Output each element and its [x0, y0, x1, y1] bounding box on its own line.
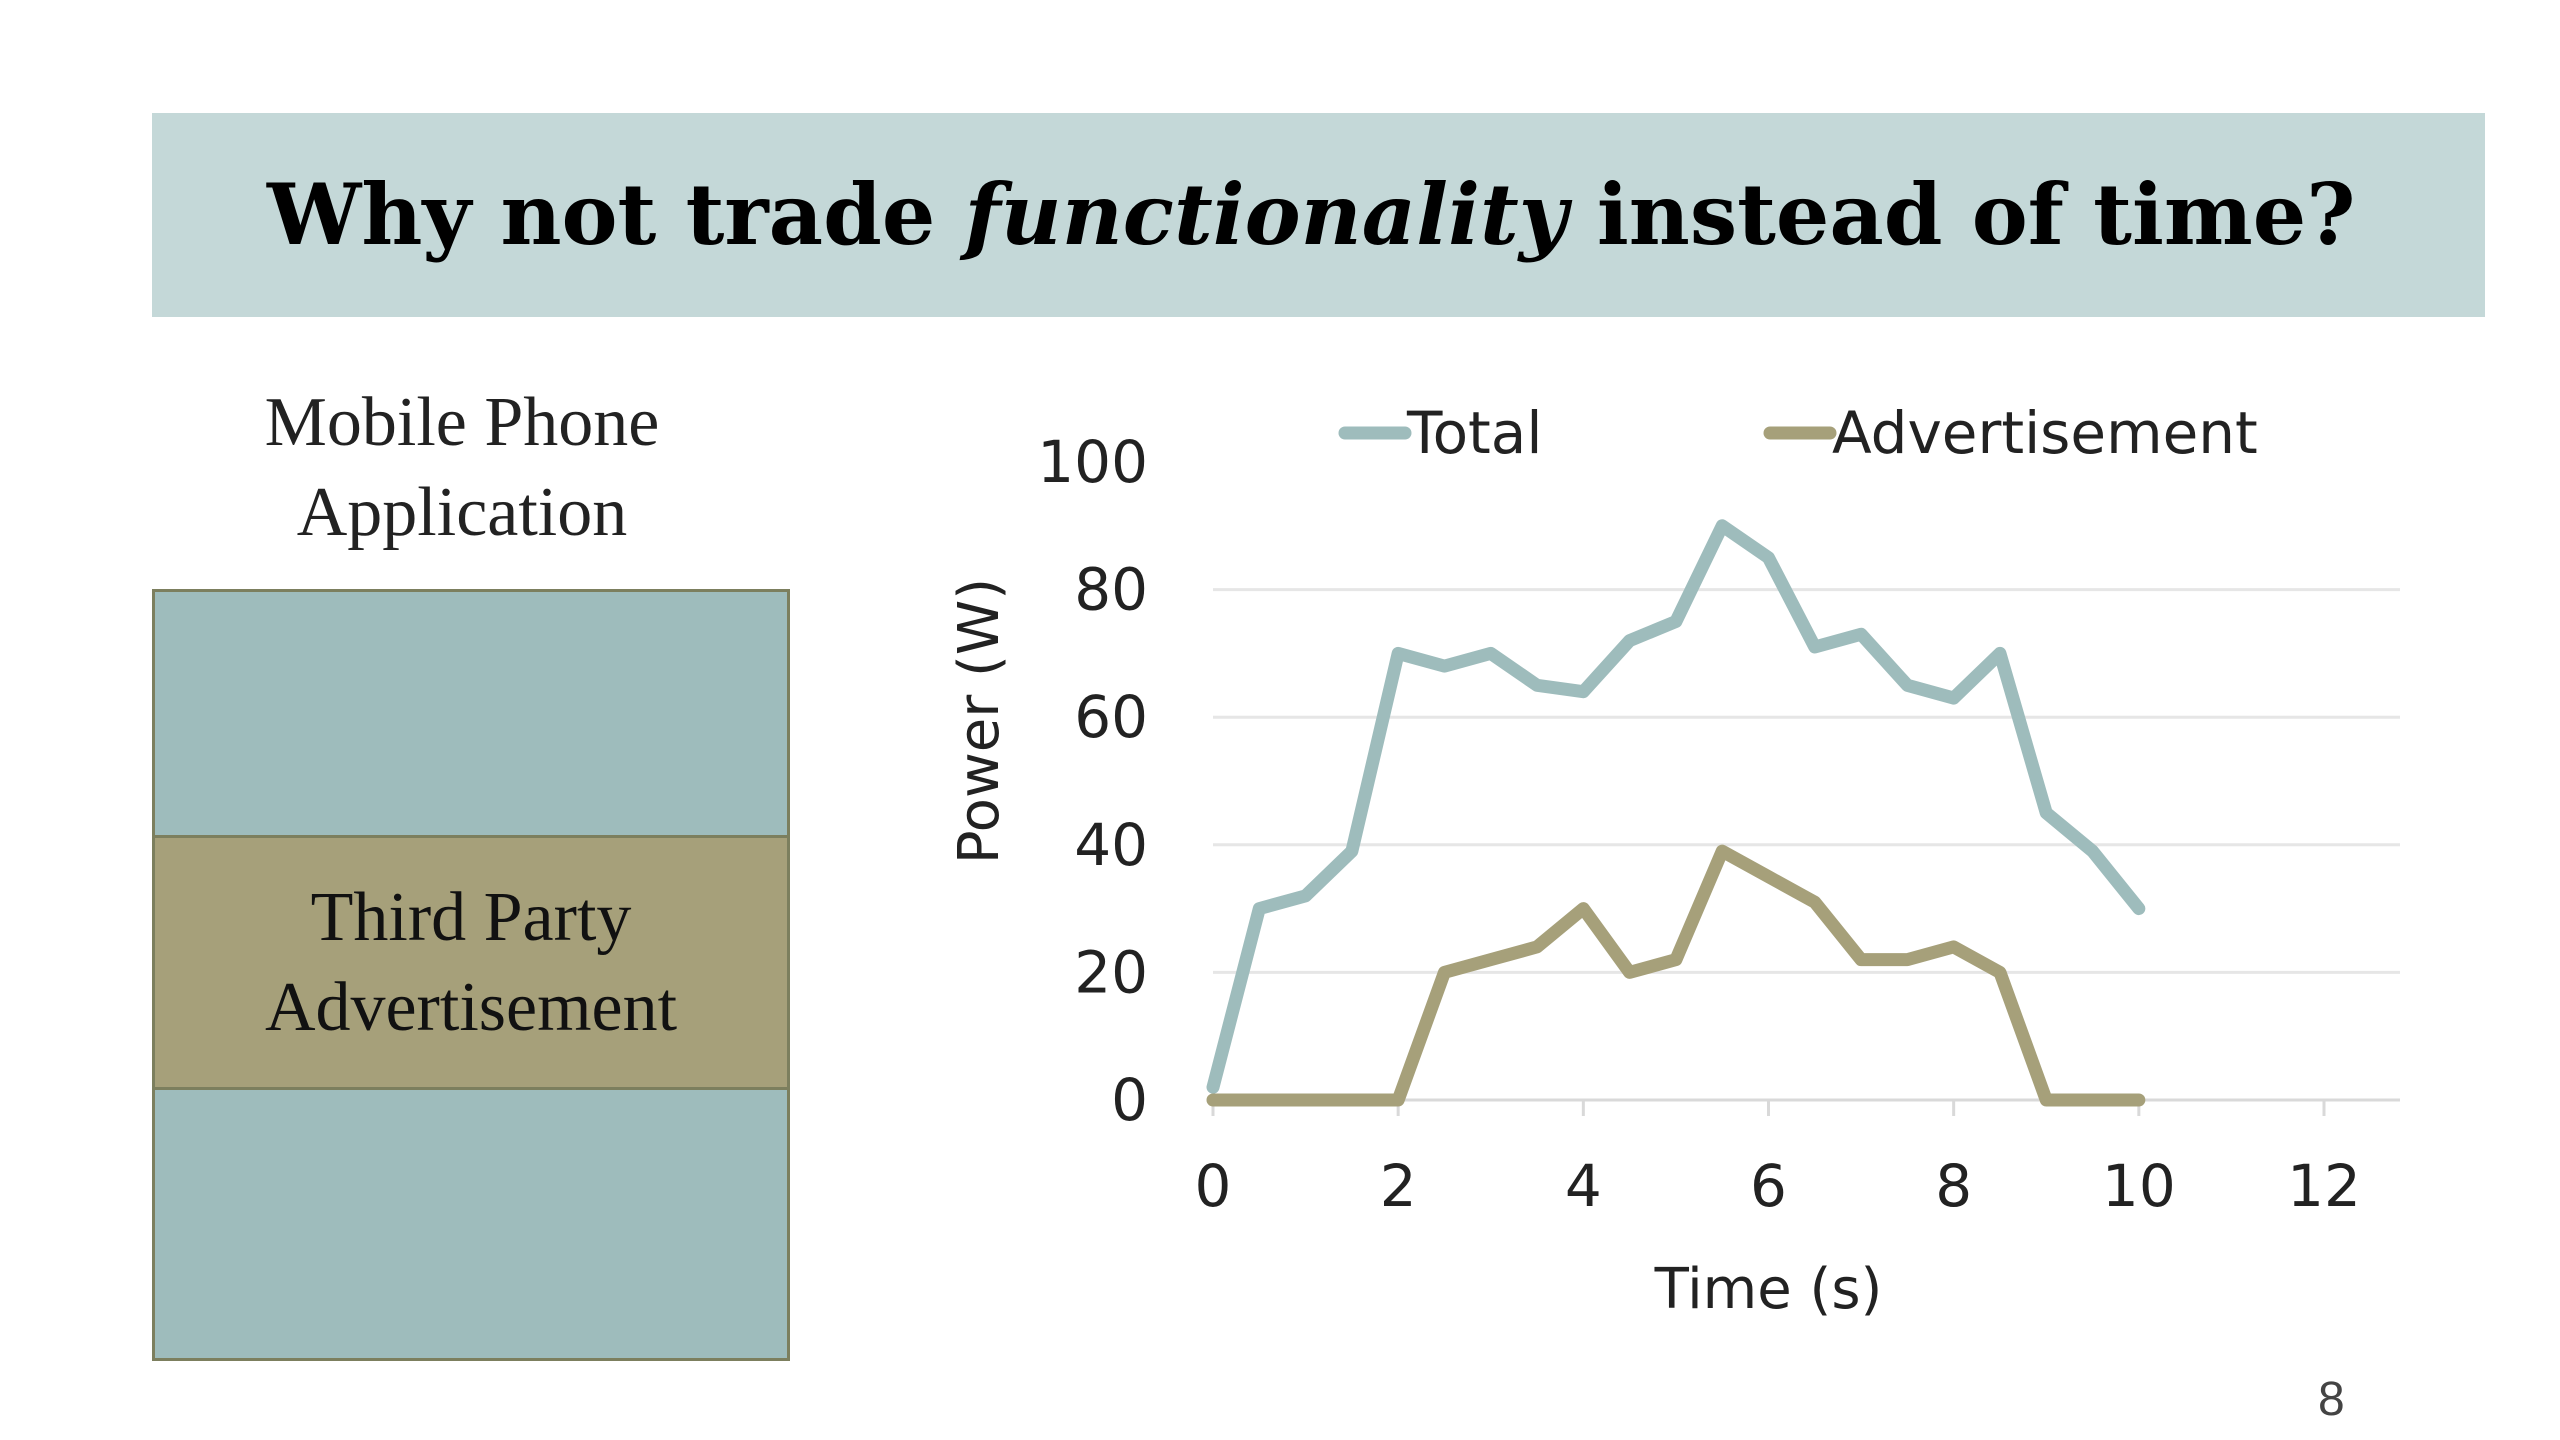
x-axis-title: Time (s) [1654, 1257, 1883, 1322]
data-point-advertisement [1253, 1094, 1266, 1106]
data-point-advertisement [1577, 902, 1590, 915]
y-tick-label: 80 [1074, 556, 1148, 624]
data-point-total [1531, 679, 1544, 692]
data-point-advertisement [1901, 953, 1914, 966]
data-point-advertisement [1669, 953, 1682, 966]
app-diagram-box: Third Party Advertisement [152, 589, 790, 1361]
data-point-advertisement [1345, 1094, 1358, 1106]
data-point-advertisement [1438, 966, 1451, 979]
y-tick-label: 40 [1074, 811, 1148, 879]
data-point-total [1207, 1081, 1219, 1094]
data-point-total [1299, 889, 1312, 902]
x-tick-label: 4 [1565, 1152, 1602, 1220]
ad-band: Third Party Advertisement [155, 835, 787, 1090]
data-point-total [2086, 845, 2099, 858]
data-point-total [1345, 845, 1358, 858]
slide-title: Why not trade functionality instead of t… [267, 113, 2355, 317]
data-point-advertisement [1207, 1094, 1219, 1106]
data-point-advertisement [1808, 896, 1821, 909]
data-point-total [1623, 634, 1636, 647]
series-line-total [1206, 519, 2146, 1094]
data-point-total [1947, 692, 1960, 705]
data-point-advertisement [1762, 870, 1775, 883]
x-tick-label: 0 [1195, 1152, 1232, 1220]
data-point-total [1716, 519, 1729, 532]
data-point-advertisement [1716, 845, 1729, 858]
data-point-total [1438, 660, 1451, 673]
data-point-total [1762, 551, 1775, 564]
data-point-advertisement [1623, 966, 1636, 979]
title-part-2: instead of time? [1567, 165, 2356, 264]
y-tick-label: 60 [1074, 683, 1148, 751]
x-tick-label: 2 [1380, 1152, 1417, 1220]
y-tick-label: 20 [1074, 938, 1148, 1006]
page-number: 8 [2318, 1373, 2345, 1426]
y-axis-title: Power (W) [947, 578, 1012, 864]
data-point-total [1577, 685, 1590, 698]
title-emphasis: functionality [964, 165, 1568, 264]
app-caption-line-1: Mobile Phone [264, 384, 660, 461]
data-point-advertisement [2040, 1094, 2053, 1106]
ad-label-line-1: Third Party [310, 878, 632, 956]
data-point-total [2040, 806, 2053, 819]
title-bar: Why not trade functionality instead of t… [152, 113, 2485, 317]
data-point-advertisement [2132, 1094, 2145, 1106]
data-point-total [1392, 647, 1405, 660]
x-tick-label: 6 [1750, 1152, 1787, 1220]
title-part-1: Why not trade [267, 165, 965, 264]
data-point-advertisement [1993, 966, 2006, 979]
ad-label-line-2: Advertisement [264, 968, 678, 1046]
data-point-total [1808, 641, 1821, 654]
y-tick-label: 0 [1111, 1066, 1148, 1134]
data-point-total [1901, 679, 1914, 692]
data-point-advertisement [2086, 1094, 2099, 1106]
x-tick-label: 10 [2102, 1152, 2176, 1220]
data-point-total [1855, 628, 1868, 641]
app-caption: Mobile Phone Application [152, 378, 772, 558]
data-point-advertisement [1484, 953, 1497, 966]
data-point-total [1484, 647, 1497, 660]
data-point-advertisement [1855, 953, 1868, 966]
legend-label-advertisement: Advertisement [1832, 399, 2258, 467]
x-tick-label: 8 [1935, 1152, 1972, 1220]
data-point-total [1253, 902, 1266, 915]
data-point-advertisement [1299, 1094, 1312, 1106]
y-tick-label: 100 [1037, 428, 1148, 496]
data-point-advertisement [1531, 940, 1544, 953]
data-point-total [2132, 902, 2145, 915]
data-point-total [1669, 615, 1682, 628]
x-tick-label: 12 [2287, 1152, 2361, 1220]
data-point-total [1993, 647, 2006, 660]
legend-label-total: Total [1406, 399, 1542, 467]
data-point-advertisement [1947, 940, 1960, 953]
data-point-advertisement [1392, 1094, 1405, 1106]
app-caption-line-2: Application [296, 474, 628, 551]
